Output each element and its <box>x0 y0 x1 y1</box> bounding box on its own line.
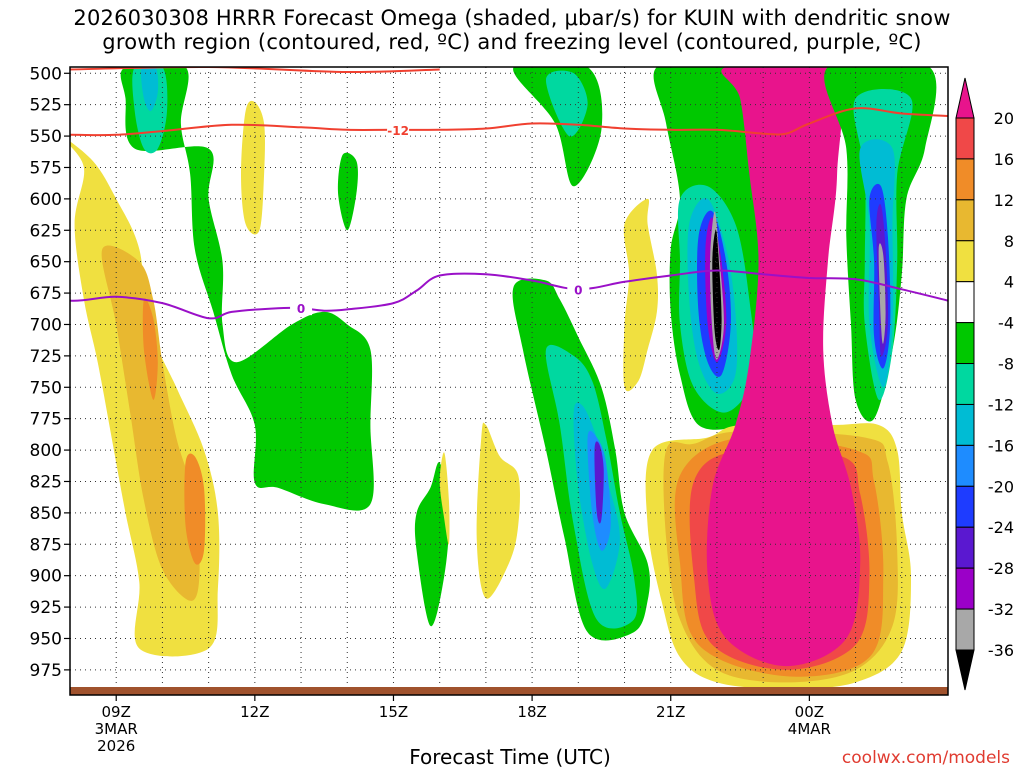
plot-frame <box>69 66 949 696</box>
colorbar-label-1: 16 <box>994 150 1014 169</box>
colorbar-label-2: 12 <box>994 191 1014 210</box>
freezing-label-1-bg <box>290 300 313 316</box>
omega-region-2 <box>142 298 158 400</box>
colorbar-box-9 <box>955 485 975 528</box>
omega-region-7 <box>140 67 159 112</box>
y-tick-label-900: 900 <box>30 567 62 587</box>
omega-region-13 <box>545 70 588 137</box>
colorbar-box-7 <box>955 403 975 446</box>
x-tick-label-00Z: 00Z <box>795 703 824 721</box>
colorbar-label-6: -8 <box>998 355 1014 374</box>
omega-region-19 <box>623 198 659 392</box>
x-tick-label-15Z: 15Z <box>379 703 408 721</box>
y-tick-label-750: 750 <box>30 378 62 398</box>
omega-region-5 <box>120 67 374 511</box>
colorbar-label-11: -28 <box>988 559 1014 578</box>
colorbar-box-5 <box>955 322 975 365</box>
colorbar-label-5: -4 <box>998 314 1014 333</box>
colorbar-label-3: 8 <box>1004 232 1014 251</box>
x-tick-label-21Z: 21Z <box>656 703 685 721</box>
dgz-label-bg <box>387 121 410 137</box>
colorbar-bottom-arrow <box>955 649 975 691</box>
chart-title-line-2: growth region (contoured, red, ºC) and f… <box>102 30 922 54</box>
dgz-label: -12 <box>387 124 409 138</box>
omega-region-1 <box>101 245 200 601</box>
y-tick-label-775: 775 <box>30 410 62 430</box>
y-tick-label-925: 925 <box>30 598 62 618</box>
freezing-label-2: 0 <box>574 283 582 297</box>
x-tick-label-09Z: 09Z <box>102 703 131 721</box>
freezing-level-contour <box>70 269 948 320</box>
y-tick-label-975: 975 <box>30 661 62 681</box>
colorbar-label-8: -16 <box>988 436 1014 455</box>
omega-region-10 <box>439 452 450 545</box>
y-tick-label-800: 800 <box>30 441 62 461</box>
colorbar-top-arrow <box>955 77 975 119</box>
x-tick-date-09Z: 3MAR <box>95 720 138 738</box>
omega-region-18 <box>594 441 604 524</box>
y-tick-label-825: 825 <box>30 472 62 492</box>
y-tick-label-850: 850 <box>30 504 62 524</box>
x-tick-label-12Z: 12Z <box>240 703 269 721</box>
colorbar-box-4 <box>955 281 975 324</box>
freezing-label-2-bg <box>567 281 590 297</box>
colorbar-box-2 <box>955 199 975 242</box>
y-tick-label-875: 875 <box>30 535 62 555</box>
chart-title-line-1: 2026030308 HRRR Forecast Omega (shaded, … <box>73 6 951 30</box>
y-tick-label-725: 725 <box>30 347 62 367</box>
omega-region-11 <box>476 422 521 599</box>
colorbar-label-4: 4 <box>1004 273 1014 292</box>
omega-region-31 <box>706 67 861 667</box>
y-axis: 500 525 550 575 600 625 650 675 700 725 750 775 800 8… <box>30 64 70 681</box>
colorbar-box-6 <box>955 363 975 405</box>
colorbar-box-11 <box>955 567 975 610</box>
colorbar-label-13: -36 <box>988 641 1014 660</box>
x-axis-label: Forecast Time (UTC) <box>409 745 611 769</box>
freezing-label-1: 0 <box>297 302 305 316</box>
y-tick-label-625: 625 <box>30 221 62 241</box>
colorbar-box-10 <box>955 526 975 569</box>
dgz-top-contour <box>70 67 440 74</box>
colorbar-box-0 <box>955 117 975 160</box>
chart-title: 2026030308 HRRR Forecast Omega (shaded, … <box>0 6 1024 54</box>
colorbar-box-1 <box>955 158 975 201</box>
x-tick-label-18Z: 18Z <box>517 703 546 721</box>
contour-lines: -12 0 0 <box>70 67 948 320</box>
y-tick-label-700: 700 <box>30 315 62 335</box>
omega-region-37 <box>878 243 886 344</box>
y-tick-label-600: 600 <box>30 190 62 210</box>
colorbar-box-8 <box>955 444 975 487</box>
y-tick-label-950: 950 <box>30 629 62 649</box>
colorbar-label-10: -24 <box>988 518 1014 537</box>
y-tick-label-675: 675 <box>30 284 62 304</box>
y-tick-label-575: 575 <box>30 158 62 178</box>
y-tick-label-550: 550 <box>30 127 62 147</box>
y-tick-label-525: 525 <box>30 96 62 116</box>
omega-region-9 <box>414 462 450 627</box>
colorbar-label-12: -32 <box>988 600 1014 619</box>
x-tick-date-00Z: 4MAR <box>788 720 831 738</box>
colorbar-box-3 <box>955 240 975 283</box>
colorbar-label-7: -12 <box>988 395 1014 414</box>
colorbar-box-12 <box>955 608 975 651</box>
dgz-bottom-contour <box>70 107 948 137</box>
colorbar-label-9: -20 <box>988 477 1014 496</box>
omega-region-26 <box>712 230 722 350</box>
colorbar: 20 16 12 8 4 -4 -8 -12 -16 -20 -24 -28 -32 -36 <box>955 77 1014 691</box>
ground-strip <box>70 687 948 695</box>
omega-region-3 <box>184 453 206 565</box>
y-tick-label-650: 650 <box>30 253 62 273</box>
y-tick-label-500: 500 <box>30 64 62 84</box>
credit-text: coolwx.com/models <box>841 748 1010 768</box>
omega-region-4 <box>241 100 265 235</box>
x-tick-year-09Z: 2026 <box>97 737 135 755</box>
omega-shading <box>70 67 937 689</box>
colorbar-label-0: 20 <box>994 109 1014 128</box>
omega-region-8 <box>337 152 358 231</box>
